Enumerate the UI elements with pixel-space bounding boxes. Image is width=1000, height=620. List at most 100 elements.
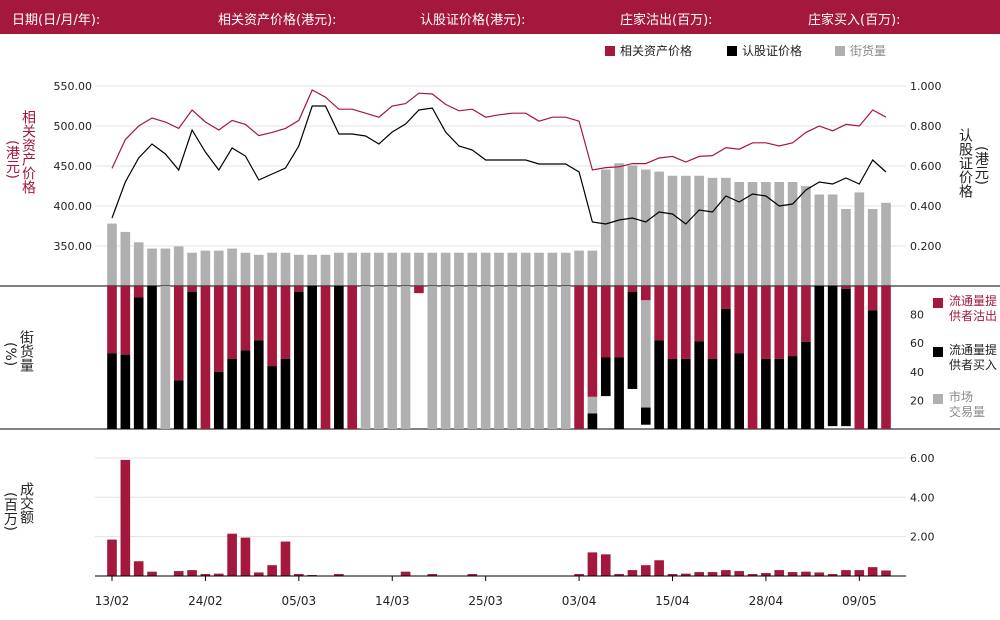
street-volume-bar [734,182,745,286]
turnover-axis-label-text: 成交额 [18,482,34,524]
turnover-bar [400,571,411,576]
turnover-bar [734,571,745,576]
turnover-bar [267,565,277,576]
street-volume-bar [560,252,571,286]
right-tick-label: 0.200 [910,240,942,253]
street-volume-bar [707,177,718,286]
street-volume-bar [574,250,584,286]
turnover-tick-label: 2.00 [910,531,935,544]
street-volume-bar [547,252,558,286]
left-axis-label-text: 相关资产价格 [20,110,36,194]
mm-sell-bar [173,286,184,381]
legend-street: 街货量 [835,42,886,59]
turnover-bar [640,565,651,576]
turnover-bar [841,570,851,576]
left-axis-label: (港元) 相关资产价格 [2,110,36,194]
street-volume-bar [334,252,344,286]
mid-legend-mm-sell: 流通量提 供者沽出 [933,294,999,326]
mm-buy-bar [147,286,157,429]
street-volume-bar [414,252,424,286]
street-volume-bar [387,252,398,286]
turnover-bar [774,570,785,576]
mm-buy-bar [627,291,638,389]
street-volume-bar [694,175,704,286]
turnover-bar [854,570,865,576]
x-tick-label: 15/04 [655,594,690,608]
turnover-bar [240,537,251,576]
mid-legend-market-text: 市场 交易量 [949,390,986,419]
street-volume-bar [654,171,664,286]
mm-buy-bar [761,358,771,429]
mm-sell-bar [200,286,211,429]
mm-sell-bar [774,286,785,359]
turnover-bar [120,459,131,576]
market-volume-bar [160,286,171,429]
street-volume-bar [801,186,811,286]
mm-buy-bar [801,341,811,429]
mm-buy-bar [734,353,745,429]
right-axis-label-text: 认股证价格 [957,128,973,198]
market-volume-bar [374,286,384,429]
mm-buy-bar [827,286,838,427]
mid-legend-market: 市场 交易量 [933,390,999,422]
mm-sell-bar [707,286,718,359]
x-tick-label: 05/03 [282,594,317,608]
street-tick-label: 80 [910,309,924,322]
mm-buy-bar [867,310,878,429]
turnover-bar [787,572,798,576]
turnover-bar [694,572,704,576]
mm-buy-bar [707,358,718,429]
street-volume-bar [240,252,251,286]
turnover-bar [667,574,678,576]
legend-underlying: 相关资产价格 [605,42,692,59]
mm-sell-bar [253,286,264,341]
turnover-bar [721,570,731,576]
turnover-bar [213,573,224,576]
street-volume-bar [614,163,624,286]
mm-buy-bar [681,358,691,429]
market-volume-bar [507,286,518,429]
street-volume-bar [721,177,731,286]
street-volume-bar [347,252,358,286]
street-axis-label-unit: (%) [2,342,18,367]
street-volume-bar [494,252,504,286]
street-volume-bar [640,169,651,286]
street-volume-bar [854,192,865,286]
right-tick-label: 0.800 [910,120,942,133]
market-volume-bar [360,286,371,429]
x-tick-label: 09/05 [842,594,877,608]
x-tick-label: 14/03 [375,594,410,608]
street-volume-bar [867,209,878,286]
street-volume-bar [827,194,838,286]
right-tick-label: 0.400 [910,200,942,213]
street-axis-label: (%) 街货量 [0,330,34,372]
mm-sell-bar [227,286,237,359]
street-volume-bar [187,252,197,286]
warrant-price-label: 认股证价格(港元): [420,13,526,28]
mm-buy-bar [774,358,785,429]
turnover-bar [427,574,438,576]
mm-buy-bar [841,288,851,427]
right-axis-label-unit: (港元) [973,146,989,185]
x-tick-label: 24/02 [188,594,223,608]
street-volume-bar [761,182,771,286]
market-volume-bar [387,286,398,429]
legend-swatch-warrant [727,46,737,56]
turnover-bar [173,571,184,576]
mm-sell-bar [240,286,251,351]
turnover-tick-label: 4.00 [910,491,935,504]
street-axis-label-text: 街货量 [18,330,34,372]
mm-sell-bar [841,286,851,289]
market-volume-bar [467,286,478,429]
turnover-bar [814,572,825,576]
mm-buy-bar [240,350,251,429]
turnover-bar [681,573,691,576]
mm-buy-bar [133,297,144,429]
warrant-price-line [111,105,887,225]
street-volume-bar [600,169,611,286]
street-volume-bar [467,252,478,286]
street-volume-bar [681,175,691,286]
mm-buy-bar [294,291,304,429]
street-volume-bar [440,252,451,286]
turnover-bar [294,574,304,576]
